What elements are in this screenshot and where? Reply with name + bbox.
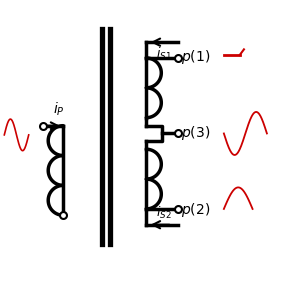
Text: $p(3)$: $p(3)$ [181,125,211,142]
Text: $i_P$: $i_P$ [53,100,65,118]
Text: $i_{S2}$: $i_{S2}$ [156,205,172,221]
Text: $i_{S1}$: $i_{S1}$ [156,46,172,62]
Text: $p(2)$: $p(2)$ [181,201,211,219]
Text: $p(1)$: $p(1)$ [181,48,211,65]
